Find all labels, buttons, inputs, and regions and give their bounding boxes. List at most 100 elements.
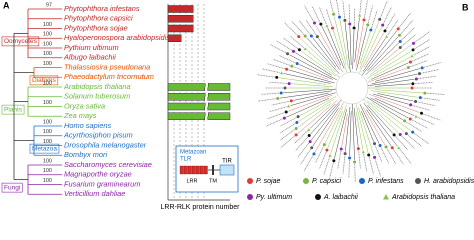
tree-branch: [363, 98, 399, 134]
bootstrap-value: 100: [43, 51, 52, 57]
species-name: Pythium ultimum: [64, 43, 119, 52]
tip-label: [387, 19, 399, 36]
tree-branch: [315, 24, 344, 73]
tip-label: [323, 157, 330, 175]
tip-label: [383, 6, 392, 24]
tree-branch: [293, 66, 329, 80]
axis-break: [206, 112, 210, 121]
tree-branch: [288, 69, 335, 84]
lrr-domain: [179, 165, 184, 175]
legend-marker: [415, 178, 421, 184]
tip-marker: [358, 13, 362, 17]
tip-label: [399, 149, 412, 164]
tip-marker: [337, 15, 341, 19]
tree-branch: [359, 104, 380, 144]
tip-label: [417, 116, 435, 125]
tree-branch: [367, 36, 399, 72]
bar: [167, 83, 231, 91]
tree-branch: [299, 96, 337, 116]
tree-branch: [339, 19, 349, 69]
tip-marker: [410, 54, 414, 58]
tree-branch: [306, 37, 340, 75]
axis-break: [205, 82, 208, 92]
tip-marker: [383, 29, 387, 33]
tree-branch: [370, 97, 409, 119]
tree-branch: [334, 109, 347, 159]
tree-branch: [367, 78, 415, 87]
axis-break: [205, 102, 208, 111]
tree-branch: [371, 73, 418, 85]
tip-label: [348, 4, 351, 23]
tree-branch: [356, 26, 368, 71]
bootstrap-value: 100: [43, 41, 52, 47]
tip-marker: [322, 143, 326, 147]
tree-branch: [355, 111, 364, 151]
tip-marker: [296, 115, 300, 119]
tip-marker: [423, 91, 427, 95]
bootstrap-value: 100: [43, 129, 52, 135]
tree-branch: [286, 97, 330, 118]
species-name: Zea mays: [63, 111, 97, 120]
legend-label: A. laibachii: [323, 194, 358, 201]
tip-label: [407, 134, 422, 147]
tip-marker: [307, 128, 311, 131]
legend-marker: [359, 178, 365, 184]
bootstrap-value: 100: [43, 22, 52, 28]
tip-marker: [390, 146, 394, 150]
bar: [167, 112, 231, 120]
tip-marker: [285, 67, 289, 71]
tip-label: [279, 123, 296, 134]
legend-label: Arabidopsis thaliana: [391, 194, 455, 201]
tip-label: [380, 0, 388, 18]
tip-marker: [356, 147, 360, 151]
tip-marker: [414, 100, 418, 104]
tip-marker: [397, 146, 401, 150]
tip-marker: [398, 33, 402, 37]
tip-label: [411, 119, 429, 129]
group-box: [1, 36, 40, 47]
tip-label: [374, 159, 382, 177]
tip-label: [385, 13, 396, 30]
species-name: Thalassiosira pseudonana: [64, 62, 150, 71]
tree-branch: [312, 37, 337, 68]
tip-marker: [420, 111, 424, 115]
tip-label: [423, 113, 441, 121]
tree-branch: [298, 64, 333, 80]
tree-branch: [278, 77, 327, 85]
species-name: Phytophthora infestans: [64, 4, 140, 13]
bootstrap-value: 100: [43, 158, 52, 164]
tip-label: [422, 97, 441, 101]
tip-label: [414, 31, 430, 43]
tree-branch: [361, 111, 374, 142]
tree-branch: [311, 103, 340, 141]
tree-branch: [367, 100, 406, 133]
tree-branch: [367, 50, 412, 79]
tree-branch: [297, 103, 332, 128]
bootstrap-value: 100: [43, 178, 52, 184]
tip-label: [267, 112, 285, 120]
tir-domain: [219, 164, 235, 176]
lrr-domain: [191, 165, 196, 175]
species-name: Albugo laibachii: [63, 53, 116, 62]
tree-branch: [291, 83, 334, 87]
tip-label: [319, 151, 327, 169]
bar: [167, 93, 231, 101]
bar: [167, 24, 194, 33]
bootstrap-value: 100: [43, 100, 52, 106]
group-box: [1, 182, 23, 193]
tip-marker: [404, 132, 408, 136]
domain-label: TIR: [222, 159, 232, 165]
tree-branch: [349, 110, 352, 156]
tip-label: [300, 149, 311, 165]
tree-branch: [373, 56, 411, 77]
tip-label: [374, 145, 383, 163]
tip-marker: [343, 152, 347, 156]
tree-branch: [306, 49, 340, 78]
tip-marker: [411, 82, 415, 86]
tm-domain: [212, 165, 214, 175]
tip-marker: [418, 96, 422, 100]
tip-label: [414, 38, 431, 50]
tree-branch: [371, 62, 409, 80]
legend-label: P. infestans: [368, 178, 404, 185]
tree-branch: [345, 106, 351, 152]
